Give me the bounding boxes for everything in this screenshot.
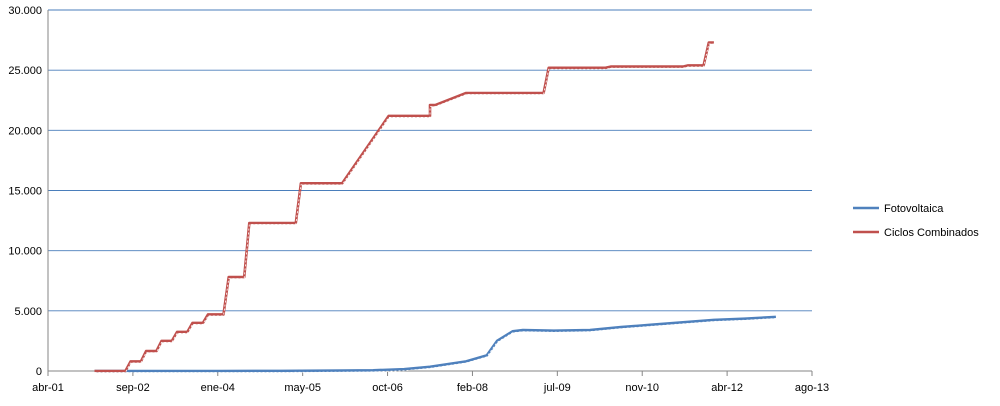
y-tick-label: 15.000 [8, 186, 42, 198]
y-axis-tick-labels: 0 5.000 10.000 15.000 20.000 25.000 30.000 [8, 5, 42, 378]
x-tick-label: feb-08 [457, 382, 488, 394]
x-tick-label: sep-02 [116, 382, 150, 394]
series-lines [94, 41, 776, 373]
y-tick-label: 25.000 [8, 65, 42, 77]
y-tick-label: 30.000 [8, 5, 42, 17]
legend: Fotovoltaica Ciclos Combinados [853, 203, 979, 239]
x-tick-label: ago-13 [795, 382, 829, 394]
x-tick-label: abr-01 [32, 382, 64, 394]
x-tick-label: abr-12 [711, 382, 743, 394]
series-line-1 [94, 41, 714, 373]
x-tick-label: may-05 [284, 382, 321, 394]
series-line-highlight-1 [94, 43, 714, 373]
legend-label: Fotovoltaica [884, 203, 944, 215]
y-tick-label: 20.000 [8, 125, 42, 137]
y-tick-label: 10.000 [8, 246, 42, 258]
x-tick-label: jul-09 [543, 382, 571, 394]
y-tick-label: 0 [36, 366, 42, 378]
x-axis-tick-labels: abr-01 sep-02 ene-04 may-05 oct-06 feb-08 jul-… [32, 382, 829, 394]
series-line-0 [94, 315, 776, 373]
gridlines [48, 9, 812, 312]
legend-label: Ciclos Combinados [884, 227, 979, 239]
x-tick-label: ene-04 [201, 382, 235, 394]
y-tick-label: 5.000 [14, 306, 42, 318]
series-line-highlight-0 [94, 318, 776, 373]
x-tick-label: oct-06 [372, 382, 403, 394]
x-tick-label: nov-10 [625, 382, 659, 394]
